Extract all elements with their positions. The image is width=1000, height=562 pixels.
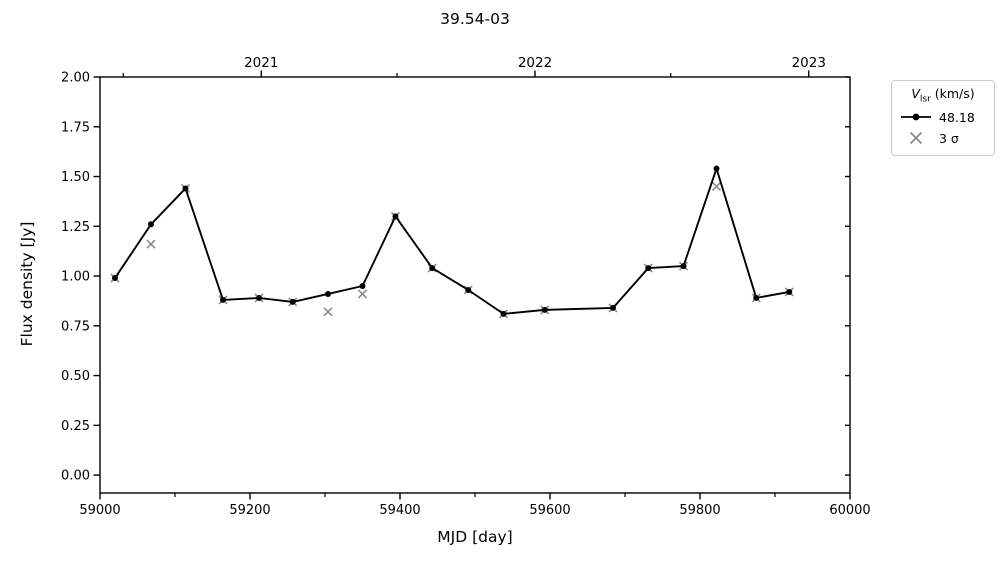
legend: Vlsr (km/s) 48.18 3 σ [891,80,995,156]
y-tick-label: 1.75 [61,120,90,135]
flux-line [114,167,790,315]
legend-entry-3-sigma: 3 σ [899,128,987,149]
flux-point [680,263,687,270]
y-tick-label: 0.00 [61,469,90,484]
x-marker-icon [909,131,923,145]
legend-title: Vlsr (km/s) [899,86,987,105]
legend-title-units: (km/s) [930,86,975,101]
flux-point [289,298,296,305]
flux-point [713,165,720,172]
flux-point [182,185,189,192]
flux-point [148,221,154,228]
year-tick-label: 2023 [792,55,826,71]
flux-point [610,304,616,311]
flux-point [325,290,331,297]
x-tick-label: 60000 [829,503,870,518]
y-tick-label: 1.50 [61,170,90,185]
sigma-marker [357,289,368,299]
sigma-marker [323,307,333,317]
plot-frame [99,76,851,494]
flux-point [429,265,436,272]
flux-point [645,265,652,272]
x-tick-label: 59200 [229,503,270,518]
flux-point [112,275,118,282]
flux-point [256,294,262,301]
flux-point [786,288,793,295]
legend-entry-label: 3 σ [939,130,959,146]
flux-point [753,294,760,301]
flux-point [465,286,472,293]
legend-title-variable: V [911,86,920,101]
legend-entry-48.18: 48.18 [899,107,987,128]
flux-point [392,213,399,220]
sigma-marker [711,181,722,192]
flux-point [359,282,366,289]
x-tick-label: 59000 [79,503,120,518]
chart-title: 39.54-03 [440,10,510,28]
x-axis-label: MJD [day] [437,528,513,546]
legend-title-subscript: lsr [919,94,931,105]
x-tick-label: 59800 [679,503,720,518]
y-tick-label: 1.00 [61,270,90,285]
legend-entry-label: 48.18 [939,109,975,125]
flux-point [500,310,507,317]
year-tick-label: 2021 [244,55,278,71]
year-tick-label: 2022 [518,55,552,71]
y-axis-label: Flux density [Jy] [18,221,36,347]
y-tick-label: 0.25 [61,419,90,434]
flux-point [220,296,226,303]
line-circle-marker-icon [901,113,931,121]
sigma-marker [146,239,156,249]
y-tick-label: 2.00 [61,71,90,86]
y-tick-label: 1.25 [61,220,90,235]
x-tick-label: 59600 [529,503,570,518]
y-tick-label: 0.75 [61,319,90,334]
y-tick-label: 0.50 [61,369,90,384]
x-tick-label: 59400 [379,503,420,518]
flux-point [541,306,548,313]
